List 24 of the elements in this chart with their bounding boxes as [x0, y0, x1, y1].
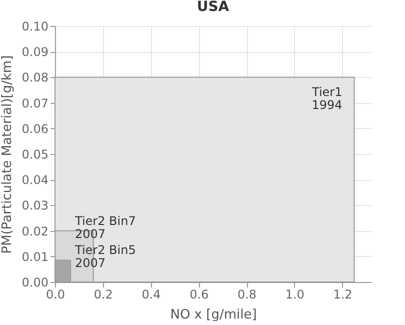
x-tick-label: 1.2: [333, 288, 352, 302]
y-tick-label: 0.09: [22, 45, 48, 60]
x-tick-label: 1.0: [285, 288, 304, 302]
y-tick-label: 0.02: [22, 224, 48, 238]
x-tick-label: 0.2: [94, 288, 113, 302]
y-tick-label: 0.00: [22, 276, 48, 290]
y-tick-label: 0.05: [22, 148, 48, 162]
y-tick-label: 0.06: [22, 122, 48, 136]
x-tick-label: 0.0: [46, 288, 66, 302]
y-tick-label: 0.10: [22, 20, 48, 34]
series-label: Tier1 1994: [310, 85, 342, 112]
x-tick-label: 0.4: [142, 288, 161, 302]
series-label: Tier2 Bin7 2007: [74, 214, 136, 241]
y-tick-label: 0.07: [22, 96, 48, 110]
x-tick-label: 0.6: [190, 288, 209, 302]
y-tick-label: 0.04: [22, 173, 48, 188]
x-axis-title: NO x [g/mile]: [170, 308, 257, 322]
x-tick-label: 0.8: [237, 288, 257, 302]
y-tick-label: 0.08: [22, 70, 48, 85]
y-tick-label: 0.01: [22, 250, 48, 264]
y-axis-title: PM(Particulate Material)[g/km]: [0, 55, 15, 254]
y-tick-label: 0.03: [22, 198, 48, 213]
chart-title: USA: [196, 0, 230, 15]
series-label: Tier2 Bin5 2007: [74, 243, 136, 270]
